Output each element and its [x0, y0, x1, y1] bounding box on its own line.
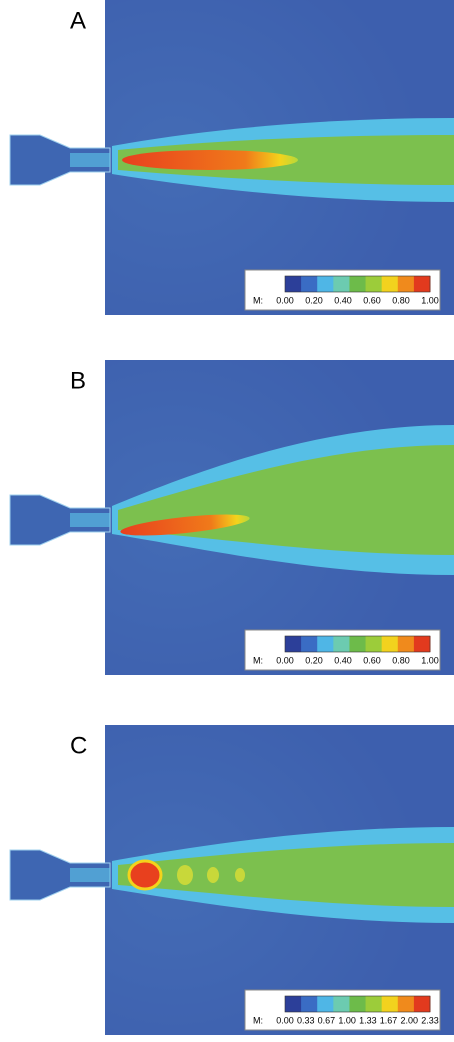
colorbar-swatch [349, 636, 367, 652]
colorbar-swatch [349, 276, 367, 292]
colorbar-tick-label: 2.00 [401, 1015, 419, 1025]
shock-cell [127, 859, 163, 891]
colorbar-tick-label: 0.40 [334, 295, 352, 305]
colorbar-tick-label: 0.20 [305, 655, 323, 665]
colorbar-label: M: [253, 295, 263, 305]
colorbar-swatch [317, 996, 334, 1012]
colorbar-label: M: [253, 1015, 263, 1025]
colorbar-swatch [381, 996, 399, 1012]
colorbar-swatch [413, 636, 431, 652]
colorbar-swatch [397, 996, 415, 1012]
colorbar-tick-label: 1.00 [421, 295, 439, 305]
nozzle-throat [70, 153, 110, 167]
nozzle-throat [70, 868, 110, 882]
colorbar-swatch [333, 636, 350, 652]
shock-cell [177, 865, 193, 885]
colorbar-swatch [413, 276, 431, 292]
colorbar-swatch [365, 636, 383, 652]
colorbar-swatch [317, 636, 334, 652]
nozzle [9, 494, 111, 546]
colorbar-swatch [381, 636, 399, 652]
colorbar-swatch [413, 996, 431, 1012]
colorbar-swatch [365, 276, 383, 292]
colorbar-swatch [301, 996, 318, 1012]
colorbar-tick-label: 0.60 [363, 295, 381, 305]
colorbar-tick-label: 2.33 [421, 1015, 439, 1025]
colorbar-tick-label: 0.67 [318, 1015, 336, 1025]
colorbar-swatch [317, 276, 334, 292]
colorbar-swatch [301, 636, 318, 652]
colorbar-swatch [285, 996, 302, 1012]
panel: B M: 0.00 0.20 0.40 0.60 0.80 1.00 [9, 360, 454, 675]
panel: C M: 0.00 0.33 0.67 1.00 1.33 1.67 2.00 2.33 [9, 725, 454, 1035]
colorbar-tick-label: 0.00 [276, 1015, 294, 1025]
shock-cell [207, 867, 219, 883]
colorbar-swatch [397, 276, 415, 292]
colorbar-tick-label: 0.40 [334, 655, 352, 665]
nozzle [9, 849, 111, 901]
colorbar-swatch [381, 276, 399, 292]
colorbar-tick-label: 0.80 [392, 655, 410, 665]
colorbar-swatch [285, 276, 302, 292]
panel-label: B [70, 367, 86, 394]
colorbar-swatch [349, 996, 367, 1012]
nozzle-throat [70, 513, 110, 527]
colorbar-tick-label: 0.33 [297, 1015, 315, 1025]
colorbar-tick-label: 0.60 [363, 655, 381, 665]
colorbar-swatch [365, 996, 383, 1012]
colorbar-tick-label: 0.00 [276, 655, 294, 665]
colorbar-tick-label: 1.00 [421, 655, 439, 665]
colorbar-tick-label: 1.33 [359, 1015, 377, 1025]
jet-core [122, 150, 298, 170]
colorbar-swatch [285, 636, 302, 652]
colorbar-frame [284, 275, 431, 293]
panel-label: C [70, 732, 87, 759]
panel: A M: 0.00 0.20 0.40 0.60 0.80 1.00 [9, 0, 454, 315]
colorbar-swatch [333, 996, 350, 1012]
nozzle [9, 134, 111, 186]
colorbar-tick-label: 0.80 [392, 295, 410, 305]
colorbar-swatch [397, 636, 415, 652]
colorbar-tick-label: 0.20 [305, 295, 323, 305]
colorbar-tick-label: 1.00 [338, 1015, 356, 1025]
colorbar-frame [284, 995, 431, 1013]
colorbar-tick-label: 1.67 [380, 1015, 398, 1025]
jet-core [120, 514, 250, 536]
panel-label: A [70, 7, 86, 34]
colorbar-swatch [333, 276, 350, 292]
colorbar-frame [284, 635, 431, 653]
colorbar-label: M: [253, 655, 263, 665]
colorbar-swatch [301, 276, 318, 292]
shock-cell [235, 868, 245, 882]
colorbar-tick-label: 0.00 [276, 295, 294, 305]
jet-inner [118, 843, 454, 907]
